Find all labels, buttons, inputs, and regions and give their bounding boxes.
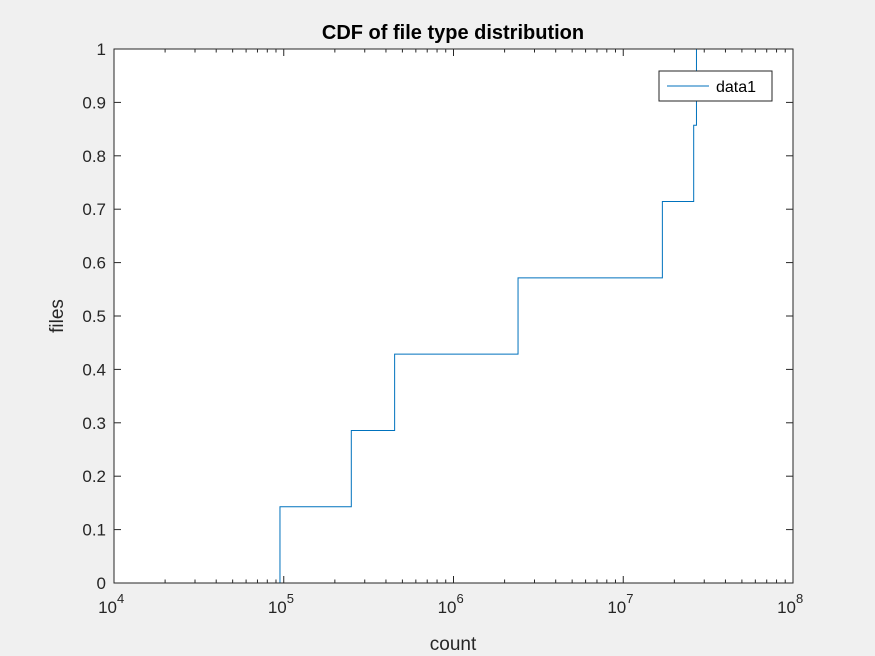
series-line-data1 — [279, 49, 697, 583]
x-tick-label-2: 10 6 — [438, 591, 464, 617]
y-tick-label-5: 0.5 — [82, 307, 106, 326]
y-tick-label-1: 0.1 — [82, 521, 106, 540]
legend-entry-data1: data1 — [716, 79, 756, 96]
y-tick-label-0: 0 — [97, 574, 106, 593]
y-tick-label-3: 0.3 — [82, 414, 106, 433]
x-tick-label-3: 10 7 — [607, 591, 633, 617]
series-group — [279, 49, 697, 583]
y-tick-label-9: 0.9 — [82, 93, 106, 112]
y-tick-label-2: 0.2 — [82, 467, 106, 486]
x-tick-exponent: 8 — [796, 591, 803, 606]
x-tick-exponent: 7 — [626, 591, 633, 606]
x-tick-base: 10 — [607, 598, 626, 617]
x-tick-exponent: 5 — [287, 591, 294, 606]
y-tick-label-4: 0.4 — [82, 360, 106, 379]
y-tick-labels: 0 0.1 0.2 0.3 0.4 0.5 0.6 0.7 0.8 0.9 1 — [82, 40, 106, 593]
x-tick-exponent: 6 — [457, 591, 464, 606]
x-tick-label-4: 10 8 — [777, 591, 803, 617]
x-axis-label: count — [430, 634, 477, 655]
y-tick-label-6: 0.6 — [82, 254, 106, 273]
x-tick-base: 10 — [268, 598, 287, 617]
x-tick-base: 10 — [438, 598, 457, 617]
y-tick-label-10: 1 — [97, 40, 106, 59]
x-tick-label-0: 10 4 — [98, 591, 124, 617]
plot-area — [114, 49, 793, 583]
legend[interactable]: data1 — [658, 70, 773, 102]
x-tick-base: 10 — [98, 598, 117, 617]
x-tick-base: 10 — [777, 598, 796, 617]
x-tick-label-1: 10 5 — [268, 591, 294, 617]
y-tick-label-7: 0.7 — [82, 200, 106, 219]
chart-title: CDF of file type distribution — [322, 22, 584, 44]
y-axis-label: files — [47, 299, 68, 333]
y-tick-label-8: 0.8 — [82, 147, 106, 166]
x-tick-labels: 10 4 10 5 10 6 10 7 10 8 — [98, 591, 803, 617]
x-tick-exponent: 4 — [117, 591, 124, 606]
plot-frame — [113, 48, 794, 584]
